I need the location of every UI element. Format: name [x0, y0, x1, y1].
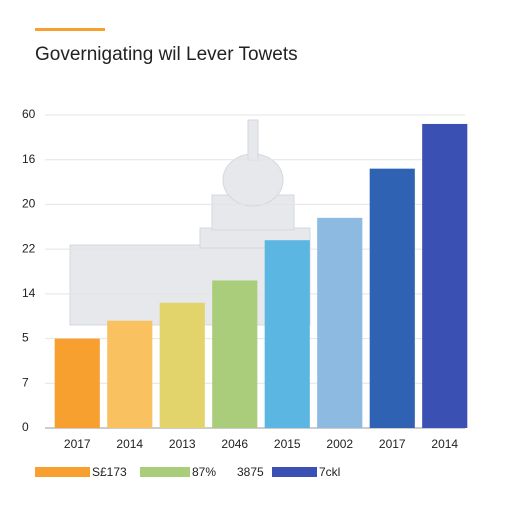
y-tick-label: 14 — [22, 286, 36, 300]
legend-label: 87% — [192, 465, 216, 479]
y-tick-label: 20 — [22, 197, 36, 211]
y-tick-label: 7 — [22, 375, 29, 389]
x-tick-label: 2002 — [326, 437, 353, 451]
bar — [159, 302, 205, 428]
x-tick-label: 2046 — [221, 437, 248, 451]
y-tick-label: 60 — [22, 107, 36, 121]
x-tick-label: 2014 — [431, 437, 458, 451]
bar — [107, 320, 153, 428]
chart-title: Governigating wil Lever Towets — [35, 44, 298, 65]
x-tick-label: 2015 — [274, 437, 301, 451]
legend-label: 7ckl — [319, 465, 340, 479]
bar — [264, 240, 310, 428]
legend-label: S£173 — [92, 465, 127, 479]
bar — [317, 217, 363, 428]
title-accent — [35, 28, 105, 31]
bar — [212, 280, 258, 428]
legend-swatch — [272, 467, 317, 477]
legend-swatch — [140, 467, 190, 477]
x-tick-label: 2014 — [116, 437, 143, 451]
y-tick-label: 22 — [22, 241, 36, 255]
bar — [422, 123, 468, 428]
x-tick-label: 2017 — [64, 437, 91, 451]
bar — [369, 168, 415, 428]
x-tick-label: 2013 — [169, 437, 196, 451]
x-tick-label: 2017 — [379, 437, 406, 451]
legend-swatch — [35, 467, 90, 477]
bar — [54, 338, 100, 428]
legend-label: 3875 — [237, 465, 264, 479]
y-tick-label: 16 — [22, 152, 36, 166]
y-tick-label: 0 — [22, 420, 29, 434]
y-tick-label: 5 — [22, 331, 29, 345]
